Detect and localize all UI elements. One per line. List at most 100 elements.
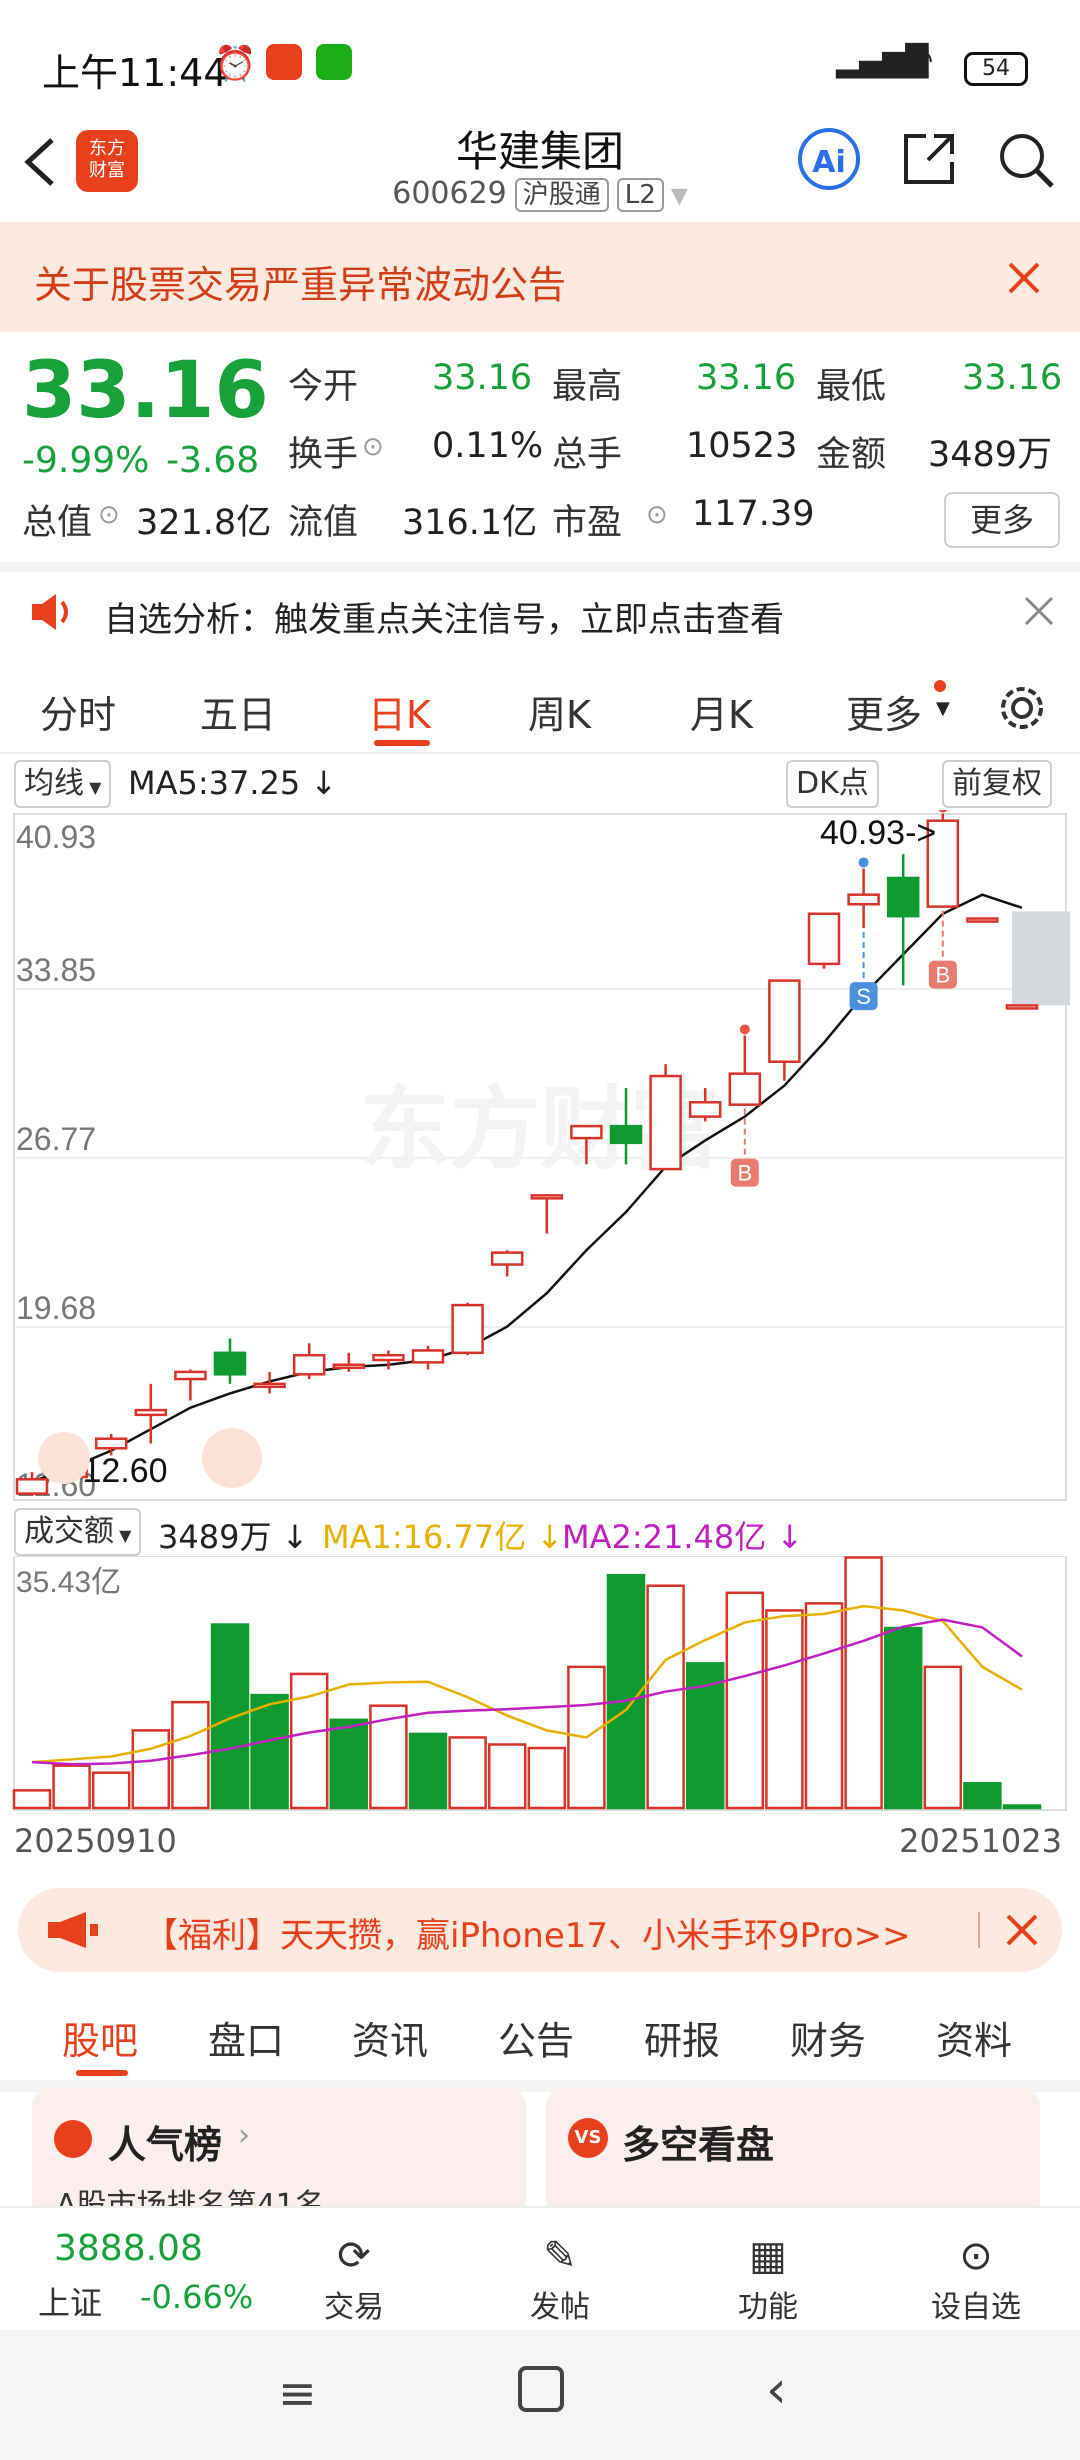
promo-banner[interactable]: 【福利】天天攒，赢iPhone17、小米手环9Pro>>: [18, 1888, 1062, 1972]
volume-frame: [13, 1556, 1067, 1811]
market-cap-value: 321.8亿: [136, 503, 272, 543]
yen-cycle-icon: ⟳: [337, 2233, 371, 2279]
candle-body: [253, 1382, 286, 1389]
info-tabs: 股吧 盘口 资讯 公告 研报 财务 资料: [0, 1990, 1080, 2090]
tab-intraday[interactable]: 分时: [40, 693, 117, 737]
expand-button: [202, 1428, 262, 1488]
gear-icon[interactable]: [996, 682, 1048, 734]
function-button[interactable]: ▦ 功能: [708, 2230, 828, 2326]
tab-monthly-k[interactable]: 月K: [690, 693, 753, 737]
tab-five-day[interactable]: 五日: [200, 693, 277, 737]
change-percent: -9.99%: [22, 440, 150, 481]
watchlist-notice[interactable]: 自选分析：触发重点关注信号，立即点击查看: [0, 572, 1080, 652]
add-watchlist-button[interactable]: ⊙ 设自选: [916, 2230, 1036, 2326]
more-quote-button[interactable]: 更多: [944, 492, 1060, 548]
edit-icon: ✎: [543, 2233, 577, 2279]
taobao-app-icon: [266, 44, 302, 80]
max-price-label: 40.93->: [820, 814, 936, 852]
home-icon[interactable]: [518, 2366, 564, 2412]
vol-ma2-readout: MA2:21.48亿 ↓: [562, 1518, 804, 1556]
volume-bar: [487, 1743, 527, 1810]
tab-finance[interactable]: 财务: [790, 2019, 867, 2063]
tab-profile[interactable]: 资料: [936, 2019, 1013, 2063]
index-value[interactable]: 3888.08: [54, 2228, 203, 2269]
close-icon[interactable]: [1008, 262, 1040, 294]
open-value: 33.16: [432, 358, 533, 398]
stock-header: 东方 财富 华建集团 600629 沪股通 L2 ▼ Ai: [0, 112, 1080, 222]
tab-daily-k[interactable]: 日K: [368, 693, 431, 737]
candle-body: [332, 1363, 366, 1370]
bull-bear-card[interactable]: VS 多空看盘: [546, 2088, 1040, 2218]
tab-guba[interactable]: 股吧: [62, 2019, 139, 2063]
candle-body: [94, 1437, 128, 1450]
back-arrow-icon[interactable]: [20, 134, 60, 190]
dk-point-button[interactable]: DK点: [786, 760, 879, 808]
candle-body: [134, 1408, 168, 1417]
add-watchlist-label: 设自选: [931, 2290, 1021, 2325]
trade-label: 交易: [324, 2290, 384, 2325]
popularity-card[interactable]: 人气榜 › A股市场排名第41名: [32, 2088, 526, 2223]
bull-bear-title: 多空看盘: [622, 2123, 775, 2167]
volume-bar: [646, 1584, 685, 1810]
system-nav-bar: ≡ ‹: [0, 2330, 1080, 2460]
tab-research[interactable]: 研报: [644, 2019, 721, 2063]
volume-ma1-line: [31, 1604, 1023, 1764]
speaker-icon: [32, 594, 68, 630]
candle-body: [728, 1072, 762, 1106]
candle-body: [886, 876, 920, 918]
tab-news[interactable]: 资讯: [352, 2019, 429, 2063]
candle-body: [688, 1101, 722, 1118]
candle-body: [926, 819, 960, 908]
collapse-button: [38, 1432, 90, 1484]
tab-more[interactable]: 更多: [846, 693, 923, 737]
back-icon[interactable]: ‹: [766, 2360, 787, 2420]
close-icon[interactable]: [1006, 1914, 1038, 1946]
volume-header: 成交额 ▼ 3489万 ↓ MA1:16.77亿 ↓ MA2:21.48亿 ↓: [0, 1504, 1080, 1558]
volume-bar: [250, 1693, 289, 1810]
volume-bar: [527, 1746, 567, 1810]
candle-body: [966, 917, 999, 923]
candle-body: [372, 1353, 405, 1362]
volume-bar: [844, 1556, 883, 1810]
volume-indicator-selector[interactable]: 成交额 ▼: [14, 1508, 142, 1556]
info-icon[interactable]: ⊙: [646, 500, 668, 530]
info-icon[interactable]: ⊙: [362, 432, 384, 462]
active-tab-underline: [76, 2070, 128, 2076]
volume-bar: [369, 1704, 408, 1810]
candle-body: [174, 1370, 207, 1381]
vs-icon: VS: [568, 2118, 608, 2158]
turnover-value: 0.11%: [432, 426, 544, 466]
search-icon[interactable]: [996, 130, 1056, 190]
volume-bar: [131, 1729, 171, 1810]
y-tick-label: 19.68: [16, 1290, 96, 1326]
post-button[interactable]: ✎ 发帖: [500, 2230, 620, 2326]
alarm-icon: ⏰: [214, 44, 257, 84]
stock-name: 华建集团: [455, 127, 624, 176]
ai-button[interactable]: Ai: [798, 128, 860, 190]
announcement-text: 关于股票交易严重异常波动公告: [34, 263, 567, 307]
trade-button[interactable]: ⟳ 交易: [294, 2230, 414, 2326]
y-tick-label: 40.93: [16, 819, 96, 855]
candle-body: [649, 1074, 682, 1171]
tab-weekly-k[interactable]: 周K: [528, 693, 591, 737]
pe-label: 市盈: [552, 503, 623, 543]
volume-bar: [448, 1736, 487, 1810]
chevron-down-icon: ▼: [663, 184, 688, 209]
close-icon[interactable]: [1024, 596, 1054, 626]
chevron-right-icon: ›: [238, 2118, 250, 2153]
tab-announcements[interactable]: 公告: [498, 2019, 575, 2063]
index-name: 上证: [38, 2284, 103, 2322]
share-icon[interactable]: [900, 130, 958, 188]
market-tag: 沪股通: [514, 178, 609, 212]
announcement-banner[interactable]: 关于股票交易严重异常波动公告: [0, 222, 1080, 332]
volume-chart[interactable]: 35.43亿: [0, 1556, 1080, 1816]
float-cap-label: 流值: [288, 503, 359, 543]
ma-selector[interactable]: 均线 ▼: [14, 760, 112, 808]
info-icon[interactable]: ⊙: [98, 500, 120, 530]
signal-label: B: [935, 963, 950, 988]
tab-orderbook[interactable]: 盘口: [208, 2019, 285, 2063]
menu-icon[interactable]: ≡: [278, 2366, 317, 2420]
volume-bar: [210, 1623, 250, 1810]
adjust-button[interactable]: 前复权: [942, 760, 1052, 808]
